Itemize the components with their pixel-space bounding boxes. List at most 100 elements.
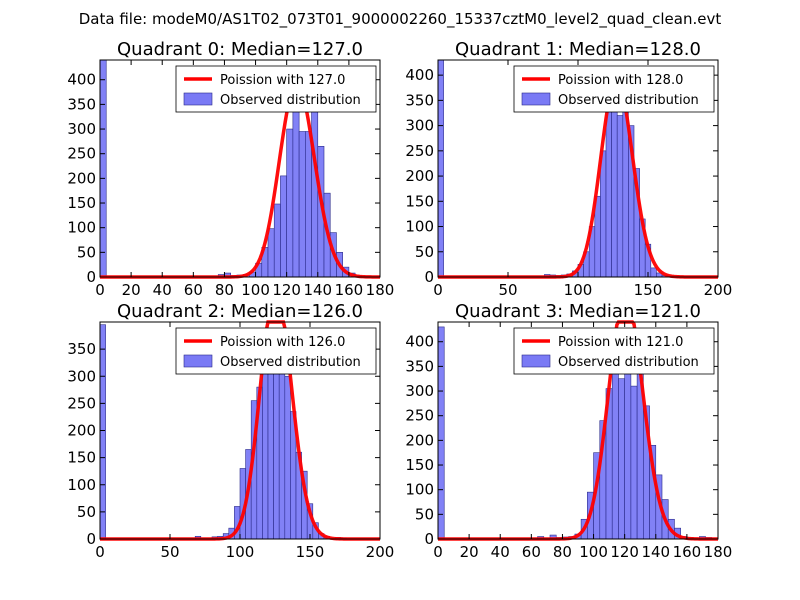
subplot-title: Quadrant 3: Median=121.0 bbox=[455, 301, 701, 322]
x-tick-label: 180 bbox=[704, 543, 733, 561]
histogram-bar bbox=[624, 368, 632, 540]
subplot-quadrant-2: Quadrant 2: Median=126.0 0 50 100 150 200 0 50 1… bbox=[67, 301, 394, 561]
y-tick-label: 400 bbox=[67, 71, 96, 89]
y-tick-label: 200 bbox=[405, 167, 434, 185]
y-tick-label: 250 bbox=[67, 394, 96, 412]
x-tick-label: 160 bbox=[673, 543, 702, 561]
histogram-bar bbox=[618, 378, 625, 540]
legend: Poission with 121.0 Observed distribution bbox=[513, 327, 715, 375]
legend-label-observed: Observed distribution bbox=[220, 355, 361, 370]
histogram-bar bbox=[99, 59, 107, 278]
histogram-bar bbox=[267, 228, 275, 278]
x-tick-label: 20 bbox=[460, 543, 479, 561]
legend-label-observed: Observed distribution bbox=[558, 355, 699, 370]
y-tick-label: 400 bbox=[405, 66, 434, 84]
legend-label-observed: Observed distribution bbox=[220, 93, 361, 108]
y-tick-label: 100 bbox=[67, 219, 96, 237]
legend-bar-swatch bbox=[521, 92, 551, 106]
x-tick-label: 100 bbox=[226, 543, 255, 561]
x-tick-label: 50 bbox=[498, 281, 517, 299]
x-tick-label: 100 bbox=[241, 281, 270, 299]
y-tick-label: 0 bbox=[86, 268, 96, 286]
x-tick-label: 0 bbox=[433, 281, 443, 299]
legend-label-fit: Poission with 127.0 bbox=[220, 73, 345, 88]
legend-label-fit: Poission with 128.0 bbox=[558, 73, 683, 88]
y-tick-label: 100 bbox=[67, 476, 96, 494]
x-tick-label: 100 bbox=[579, 543, 608, 561]
y-tick-label: 50 bbox=[415, 505, 434, 523]
y-tick-label: 400 bbox=[405, 333, 434, 351]
histogram-bar bbox=[437, 326, 445, 540]
histogram-bar bbox=[280, 175, 287, 278]
axes-frame bbox=[437, 321, 719, 540]
y-tick-label: 300 bbox=[405, 117, 434, 135]
x-tick-label: 140 bbox=[303, 281, 332, 299]
y-tick-label: 250 bbox=[405, 407, 434, 425]
subplot-quadrant-1: Quadrant 1: Median=128.0 0 50 100 150 200 0 50 1… bbox=[405, 39, 732, 299]
legend-bar-swatch bbox=[183, 354, 213, 368]
x-tick-label: 140 bbox=[641, 543, 670, 561]
x-tick-label: 60 bbox=[522, 543, 541, 561]
y-tick-label: 50 bbox=[77, 243, 96, 261]
y-tick-label: 200 bbox=[67, 169, 96, 187]
x-tick-label: 120 bbox=[610, 543, 639, 561]
y-tick-label: 200 bbox=[405, 431, 434, 449]
x-tick-label: 40 bbox=[491, 543, 510, 561]
subplot-title: Quadrant 2: Median=126.0 bbox=[117, 301, 363, 322]
y-tick-label: 350 bbox=[67, 95, 96, 113]
y-tick-label: 300 bbox=[67, 367, 96, 385]
histogram-bar bbox=[605, 102, 612, 278]
y-tick-label: 250 bbox=[67, 145, 96, 163]
x-tick-label: 0 bbox=[95, 543, 105, 561]
x-tick-label: 200 bbox=[704, 281, 733, 299]
histogram-bar bbox=[273, 203, 281, 278]
figure-title: Data file: modeM0/AS1T02_073T01_90000022… bbox=[79, 10, 722, 29]
x-tick-label: 0 bbox=[433, 543, 443, 561]
x-tick-label: 80 bbox=[215, 281, 234, 299]
histogram-bar bbox=[292, 100, 300, 278]
x-tick-label: 150 bbox=[296, 543, 325, 561]
histogram-bar bbox=[99, 324, 106, 540]
histogram-bar bbox=[616, 115, 624, 278]
poisson-fit-line bbox=[100, 81, 380, 279]
y-tick-label: 200 bbox=[67, 422, 96, 440]
x-tick-label: 100 bbox=[564, 281, 593, 299]
legend: Poission with 127.0 Observed distribution bbox=[175, 65, 377, 113]
y-tick-label: 150 bbox=[405, 456, 434, 474]
histogram-bar bbox=[305, 131, 312, 278]
histogram-bar bbox=[286, 128, 294, 278]
histogram-bar bbox=[650, 267, 657, 278]
y-tick-label: 150 bbox=[67, 449, 96, 467]
subplot-quadrant-0: Quadrant 0: Median=127.00 20 40 60 80 100 120 1… bbox=[67, 39, 394, 299]
x-tick-label: 150 bbox=[634, 281, 663, 299]
y-tick-label: 350 bbox=[405, 357, 434, 375]
x-tick-label: 200 bbox=[366, 543, 395, 561]
y-tick-label: 100 bbox=[405, 218, 434, 236]
histogram-bar bbox=[600, 150, 607, 278]
legend-label-observed: Observed distribution bbox=[558, 93, 699, 108]
y-tick-label: 150 bbox=[405, 192, 434, 210]
x-tick-label: 40 bbox=[153, 281, 172, 299]
y-tick-label: 0 bbox=[424, 530, 434, 548]
legend-bar-swatch bbox=[183, 92, 213, 106]
histogram-bar bbox=[311, 106, 319, 278]
x-tick-label: 20 bbox=[122, 281, 141, 299]
x-tick-label: 180 bbox=[366, 281, 395, 299]
histogram-bar bbox=[630, 385, 638, 540]
histogram-bar bbox=[611, 84, 618, 278]
y-tick-label: 250 bbox=[405, 142, 434, 160]
histogram-bar bbox=[262, 365, 269, 540]
legend: Poission with 126.0 Observed distribution bbox=[175, 327, 377, 375]
histogram-bar bbox=[437, 59, 444, 278]
legend-label-fit: Poission with 121.0 bbox=[558, 335, 683, 350]
y-tick-label: 350 bbox=[405, 91, 434, 109]
axes-frame bbox=[99, 59, 381, 278]
subplot-title: Quadrant 0: Median=127.0 bbox=[117, 39, 363, 60]
histogram-bar bbox=[284, 375, 291, 540]
histogram-bar bbox=[273, 359, 280, 540]
y-tick-label: 0 bbox=[424, 268, 434, 286]
y-tick-label: 300 bbox=[67, 120, 96, 138]
legend: Poission with 128.0 Observed distribution bbox=[513, 65, 715, 113]
y-tick-label: 300 bbox=[405, 382, 434, 400]
